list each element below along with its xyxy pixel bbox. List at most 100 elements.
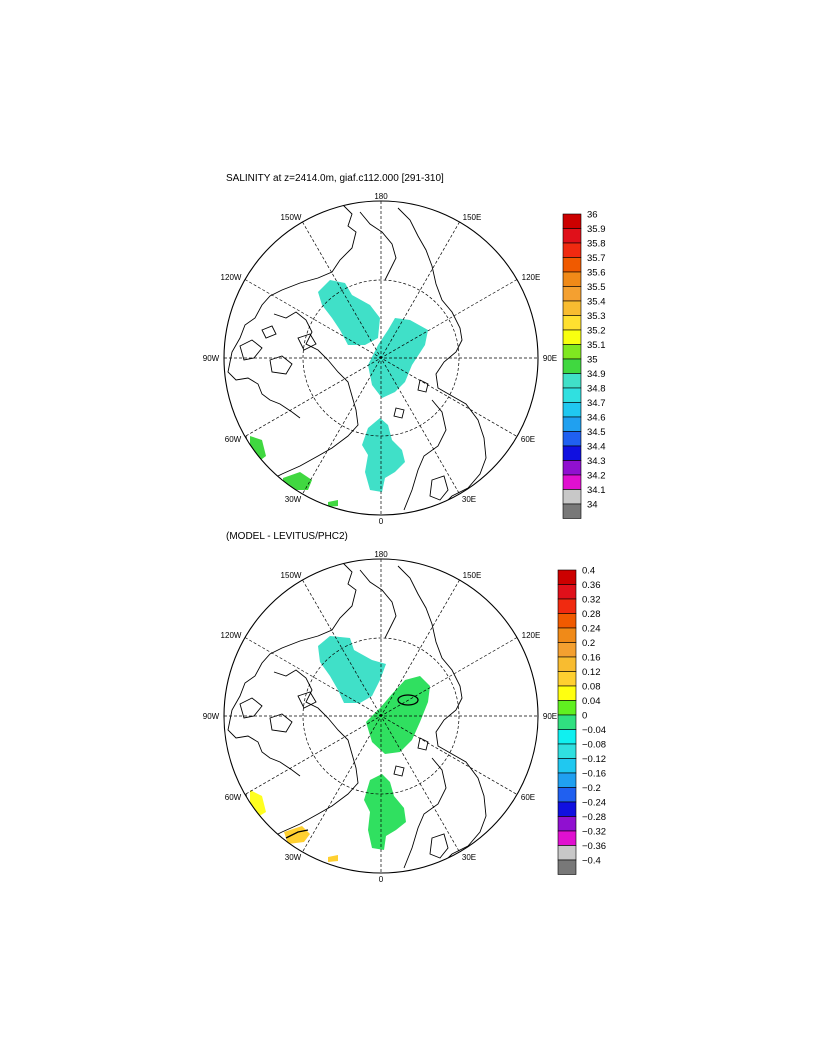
colorbar-swatch (557, 787, 577, 803)
salinity-patch-iceland-basin (283, 472, 312, 490)
lon-label-60w: 60W (225, 435, 242, 444)
colorbar-swatch (562, 402, 582, 418)
colorbar-tick-label: 34.2 (587, 471, 606, 482)
colorbar-swatch (562, 228, 582, 244)
colorbar-swatch (557, 845, 577, 861)
longitude-labels-bottom: 180 150E 120E 90E 60E 30E 0 30W 60W 90W … (203, 550, 557, 884)
colorbar-tick-label: 0.16 (582, 653, 601, 664)
colorbar-swatch (557, 656, 577, 672)
lon-label-150w: 150W (281, 571, 302, 580)
colorbar-tick-label: 0.28 (582, 609, 601, 620)
panel-title-difference: (MODEL - LEVITUS/PHC2) (226, 531, 348, 542)
colorbar-swatch (557, 598, 577, 614)
colorbar-swatch (557, 642, 577, 658)
colorbar-tick-label: 35.8 (587, 239, 606, 250)
colorbar-swatch (557, 613, 577, 629)
colorbar-swatch (562, 474, 582, 490)
longitude-labels: 180 150E 120E 90E 60E 30E 0 30W 60W 90W … (203, 192, 557, 526)
salinity-patch-eurasian-basin (368, 318, 428, 398)
colorbar-swatch (562, 242, 582, 258)
lon-label-90w: 90W (203, 354, 220, 363)
colorbar-swatch (562, 503, 582, 519)
colorbar-swatch (562, 387, 582, 403)
colorbar-swatch (557, 627, 577, 643)
colorbar-tick-label: −0.36 (582, 841, 606, 852)
panel-title-salinity: SALINITY at z=2414.0m, giaf.c112.000 [29… (226, 173, 444, 184)
colorbar-swatch (557, 772, 577, 788)
diff-patch-canada-basin (318, 636, 386, 703)
salinity-patch-canada-basin (318, 280, 380, 345)
colorbar-tick-label: 35.6 (587, 268, 606, 279)
panel-salinity: SALINITY at z=2414.0m, giaf.c112.000 [29… (203, 173, 606, 526)
colorbar-tick-label: 34 (587, 500, 598, 511)
colorbar-tick-label: 34.7 (587, 398, 606, 409)
lon-label-60e: 60E (521, 435, 535, 444)
lon-label-90e: 90E (543, 712, 557, 721)
lon-label-120w: 120W (221, 273, 242, 282)
colorbar-swatch (562, 271, 582, 287)
lon-label-90w: 90W (203, 712, 220, 721)
colorbar-tick-label: 0.24 (582, 624, 601, 635)
colorbar-swatch (562, 460, 582, 476)
lon-label-150e: 150E (463, 571, 482, 580)
lon-label-90e: 90E (543, 354, 557, 363)
colorbar-swatch (562, 286, 582, 302)
colorbar-swatch (562, 431, 582, 447)
diff-patch-small (328, 855, 338, 862)
colorbar-swatch (557, 801, 577, 817)
salinity-patch-nordic-seas (362, 418, 405, 492)
colorbar-tick-label: 34.9 (587, 369, 606, 380)
colorbar-tick-label: 34.3 (587, 456, 606, 467)
lon-label-30e: 30E (462, 495, 476, 504)
colorbar-swatch (562, 373, 582, 389)
salinity-patch-small (328, 500, 338, 507)
lon-label-150w: 150W (281, 213, 302, 222)
diff-patch-nordic-seas (364, 774, 406, 850)
colorbar-tick-label: 0.36 (582, 580, 601, 591)
colorbar-swatch (562, 257, 582, 273)
colorbar-tick-label: −0.16 (582, 769, 606, 780)
lon-label-120e: 120E (522, 273, 541, 282)
lon-label-60e: 60E (521, 793, 535, 802)
colorbar-swatch (557, 671, 577, 687)
lon-label-120e: 120E (522, 631, 541, 640)
graticule-bottom (224, 559, 538, 873)
colorbar-tick-label: 34.1 (587, 485, 606, 496)
colorbar-difference: 0.4 0.36 0.32 0.28 0.24 0.2 0.16 0.12 0.08 0.04 0 −… (557, 566, 606, 875)
colorbar-swatch (562, 213, 582, 229)
colorbar-swatch (557, 584, 577, 600)
colorbar-swatch (557, 816, 577, 832)
colorbar-salinity: 36 35.9 35.8 35.7 35.6 35.5 35.4 35.3 35.2 35.1 35… (562, 210, 606, 519)
lon-label-30e: 30E (462, 853, 476, 862)
graticule (224, 201, 538, 515)
colorbar-swatch (562, 329, 582, 345)
colorbar-tick-label: 0.4 (582, 566, 595, 577)
colorbar-swatch (562, 344, 582, 360)
colorbar-tick-label: −0.12 (582, 754, 606, 765)
colorbar-swatch (562, 358, 582, 374)
map-boundary (223, 200, 539, 516)
panel-difference: (MODEL - LEVITUS/PHC2) (203, 531, 606, 884)
colorbar-tick-label: −0.32 (582, 827, 606, 838)
colorbar-tick-label: 35.4 (587, 297, 606, 308)
lon-label-180: 180 (374, 550, 388, 559)
colorbar-tick-label: −0.4 (582, 856, 601, 867)
colorbar-tick-label: −0.2 (582, 783, 601, 794)
colorbar-tick-label: −0.08 (582, 740, 606, 751)
colorbar-tick-label: 0.04 (582, 696, 601, 707)
colorbar-swatch (557, 714, 577, 730)
colorbar-swatch (557, 758, 577, 774)
colorbar-swatch (557, 729, 577, 745)
difference-field (250, 636, 430, 862)
colorbar-swatch (557, 700, 577, 716)
lon-label-0: 0 (379, 517, 384, 526)
colorbar-tick-label: 0 (582, 711, 587, 722)
colorbar-tick-label: 0.32 (582, 595, 601, 606)
colorbar-swatch (557, 569, 577, 585)
colorbar-swatch (557, 830, 577, 846)
colorbar-tick-label: 0.12 (582, 667, 601, 678)
colorbar-swatch (557, 743, 577, 759)
lon-label-0: 0 (379, 875, 384, 884)
lon-label-150e: 150E (463, 213, 482, 222)
